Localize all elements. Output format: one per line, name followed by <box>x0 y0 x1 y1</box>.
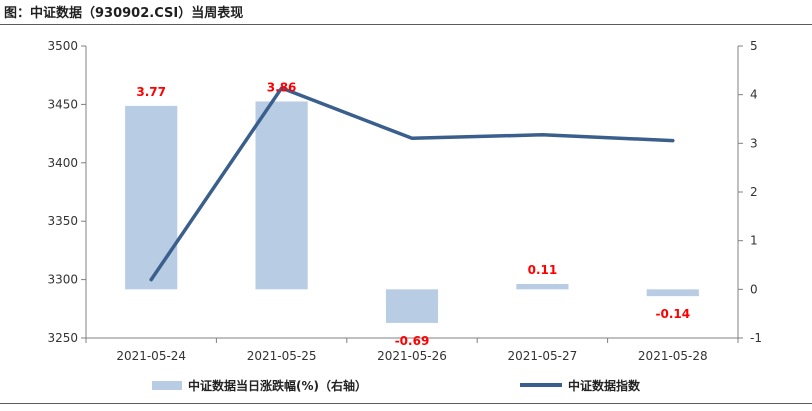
y-right-tick-label: 3 <box>750 136 758 150</box>
y-left-tick-label: 3500 <box>47 39 78 53</box>
figure-title: 图：中证数据（930902.CSI）当周表现 <box>4 6 244 21</box>
index-line <box>149 86 675 282</box>
y-left-tick-label: 3400 <box>47 156 78 170</box>
x-tick-label: 2021-05-24 <box>116 349 186 363</box>
y-right-tick-label: 1 <box>750 234 758 248</box>
index-point <box>540 133 544 137</box>
y-right-tick-label: -1 <box>750 331 762 345</box>
legend-swatch-line <box>520 383 562 387</box>
bar <box>516 283 569 290</box>
bar <box>125 105 178 290</box>
title-divider <box>0 24 812 25</box>
data-label: 3.86 <box>267 80 297 94</box>
legend-label-line: 中证数据指数 <box>568 378 641 393</box>
index-point <box>149 278 153 282</box>
x-tick-label: 2021-05-26 <box>377 349 447 363</box>
bar <box>646 289 699 297</box>
index-point <box>671 139 675 143</box>
legend-swatch-bar <box>152 380 182 390</box>
y-right-tick-label: 0 <box>750 282 758 296</box>
data-label: 3.77 <box>136 85 166 99</box>
x-tick-label: 2021-05-25 <box>247 349 317 363</box>
y-left-tick-label: 3450 <box>47 97 78 111</box>
y-left-tick-label: 3350 <box>47 214 78 228</box>
data-label: -0.69 <box>395 334 430 348</box>
y-left-tick-label: 3300 <box>47 273 78 287</box>
index-point <box>410 136 414 140</box>
legend-item-bar: 中证数据当日涨跌幅(%)（右轴） <box>152 373 367 397</box>
y-right-tick-label: 4 <box>750 88 758 102</box>
x-tick-label: 2021-05-28 <box>638 349 708 363</box>
bar <box>255 101 308 290</box>
data-label: 0.11 <box>528 263 558 277</box>
legend-label-bar: 中证数据当日涨跌幅(%)（右轴） <box>188 378 367 393</box>
legend-item-line: 中证数据指数 <box>520 373 640 397</box>
y-left-tick-label: 3250 <box>47 331 78 345</box>
data-label: -0.14 <box>656 307 691 321</box>
index-point <box>280 86 284 90</box>
bottom-divider <box>0 403 812 404</box>
chart-legend: 中证数据当日涨跌幅(%)（右轴） 中证数据指数 <box>0 373 812 397</box>
x-tick-label: 2021-05-27 <box>508 349 578 363</box>
bar <box>385 289 439 323</box>
y-right-tick-label: 5 <box>750 39 758 53</box>
y-right-tick-label: 2 <box>750 185 758 199</box>
